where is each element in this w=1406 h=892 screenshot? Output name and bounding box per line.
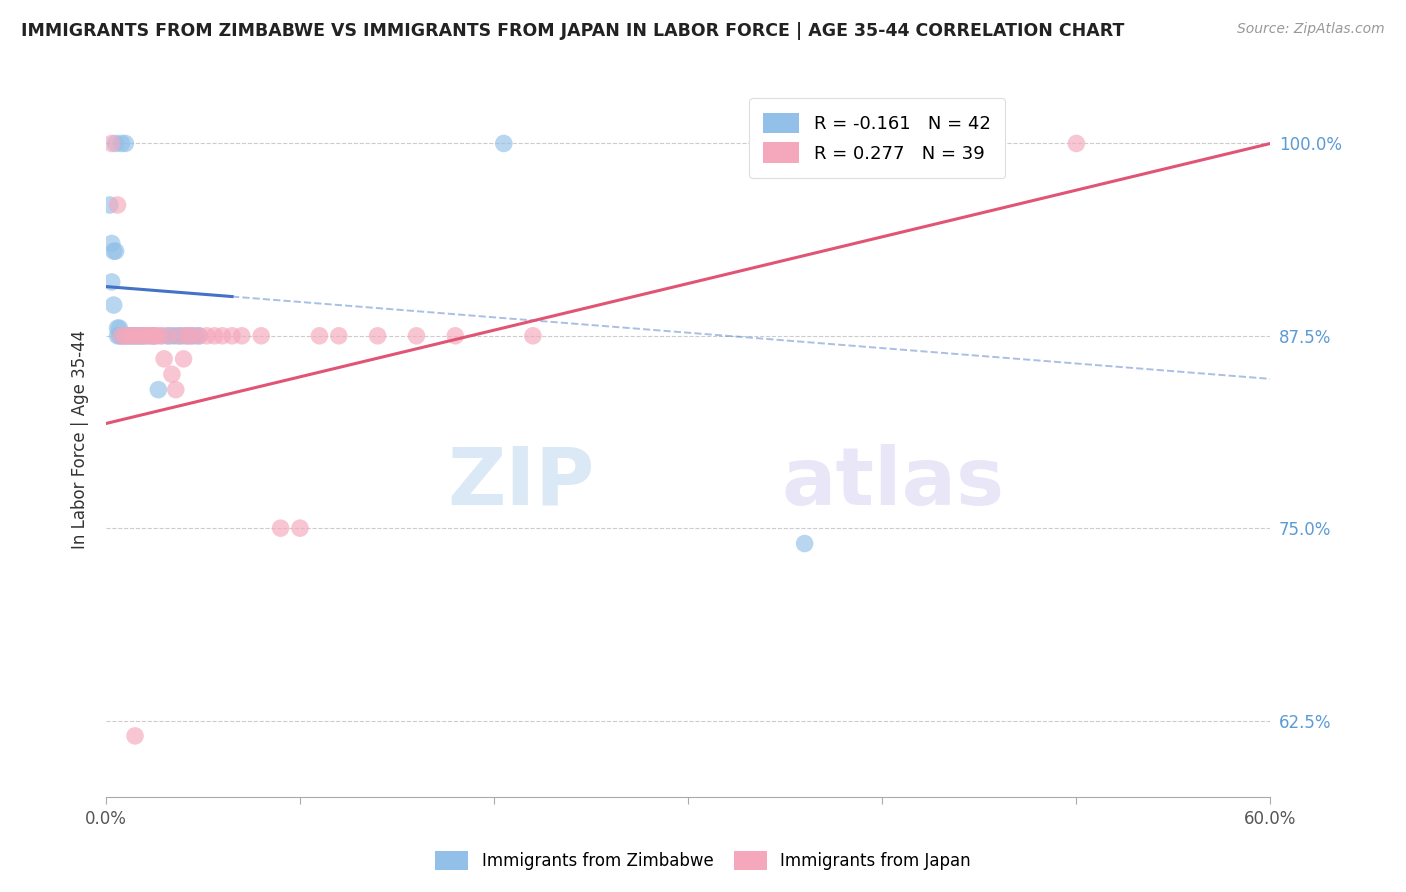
- Point: [141, 328, 163, 343]
- Point: [188, 328, 211, 343]
- Point: [108, 328, 131, 343]
- Point: [103, 298, 125, 312]
- Point: [221, 328, 243, 343]
- Point: [1066, 136, 1088, 151]
- Point: [104, 244, 127, 259]
- Point: [793, 536, 815, 550]
- Point: [124, 328, 146, 343]
- Point: [153, 351, 176, 366]
- Point: [110, 328, 132, 343]
- Point: [129, 328, 152, 343]
- Point: [231, 328, 253, 343]
- Point: [160, 368, 183, 382]
- Point: [143, 328, 166, 343]
- Point: [145, 328, 167, 343]
- Point: [107, 321, 129, 335]
- Point: [405, 328, 427, 343]
- Point: [114, 136, 136, 151]
- Point: [138, 328, 160, 343]
- Point: [122, 328, 145, 343]
- Point: [250, 328, 273, 343]
- Point: [165, 328, 187, 343]
- Point: [141, 328, 163, 343]
- Point: [103, 244, 125, 259]
- Point: [188, 328, 211, 343]
- Point: [204, 328, 226, 343]
- Point: [134, 328, 156, 343]
- Point: [98, 198, 121, 212]
- Point: [100, 275, 122, 289]
- Point: [270, 521, 292, 535]
- Point: [100, 136, 122, 151]
- Point: [114, 328, 136, 343]
- Point: [125, 328, 148, 343]
- Point: [522, 328, 544, 343]
- Point: [169, 328, 191, 343]
- Point: [132, 328, 155, 343]
- Point: [176, 328, 198, 343]
- Point: [288, 521, 311, 535]
- Point: [118, 328, 141, 343]
- Text: atlas: atlas: [782, 443, 1004, 522]
- Point: [108, 321, 131, 335]
- Point: [444, 328, 467, 343]
- Text: IMMIGRANTS FROM ZIMBABWE VS IMMIGRANTS FROM JAPAN IN LABOR FORCE | AGE 35-44 COR: IMMIGRANTS FROM ZIMBABWE VS IMMIGRANTS F…: [21, 22, 1125, 40]
- Point: [100, 236, 122, 251]
- Legend: Immigrants from Zimbabwe, Immigrants from Japan: Immigrants from Zimbabwe, Immigrants fro…: [429, 844, 977, 877]
- Legend: R = -0.161   N = 42, R = 0.277   N = 39: R = -0.161 N = 42, R = 0.277 N = 39: [749, 98, 1005, 178]
- Point: [180, 328, 202, 343]
- Point: [117, 328, 139, 343]
- Point: [120, 328, 142, 343]
- Point: [107, 198, 129, 212]
- Point: [173, 351, 195, 366]
- Point: [308, 328, 330, 343]
- Point: [124, 729, 146, 743]
- Point: [125, 328, 148, 343]
- Point: [143, 328, 166, 343]
- Point: [184, 328, 207, 343]
- Text: Source: ZipAtlas.com: Source: ZipAtlas.com: [1237, 22, 1385, 37]
- Point: [367, 328, 389, 343]
- Point: [118, 328, 141, 343]
- Point: [180, 328, 202, 343]
- Point: [112, 328, 135, 343]
- Point: [160, 328, 183, 343]
- Point: [110, 328, 132, 343]
- Point: [122, 328, 145, 343]
- Point: [156, 328, 179, 343]
- Point: [114, 328, 136, 343]
- Text: ZIP: ZIP: [447, 443, 595, 522]
- Point: [149, 328, 172, 343]
- Point: [211, 328, 233, 343]
- Point: [148, 383, 170, 397]
- Point: [134, 328, 156, 343]
- Point: [165, 383, 187, 397]
- Point: [129, 328, 152, 343]
- Point: [173, 328, 195, 343]
- Point: [195, 328, 218, 343]
- Point: [110, 136, 132, 151]
- Point: [176, 328, 198, 343]
- Point: [128, 328, 150, 343]
- Point: [169, 328, 191, 343]
- Point: [138, 328, 160, 343]
- Y-axis label: In Labor Force | Age 35-44: In Labor Force | Age 35-44: [72, 330, 89, 549]
- Point: [107, 328, 129, 343]
- Point: [492, 136, 515, 151]
- Point: [104, 136, 127, 151]
- Point: [328, 328, 350, 343]
- Point: [156, 328, 179, 343]
- Point: [150, 328, 173, 343]
